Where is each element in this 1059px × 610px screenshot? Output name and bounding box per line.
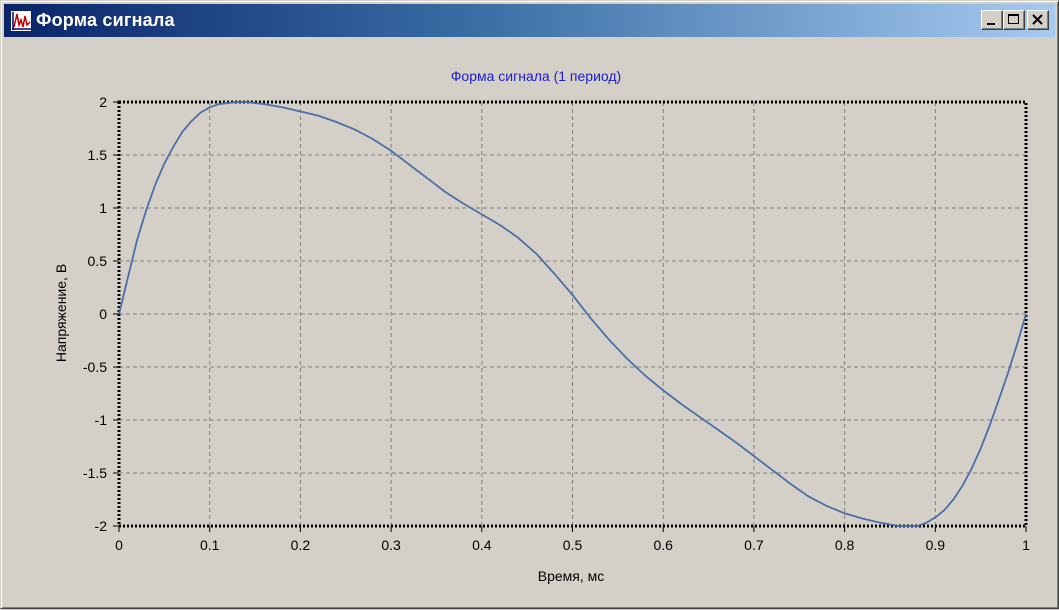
y-tick-label: 2 bbox=[99, 94, 107, 110]
chart-title: Форма сигнала (1 период) bbox=[451, 68, 621, 84]
x-tick-label: 0.3 bbox=[381, 537, 401, 553]
chart-grid bbox=[119, 102, 1026, 526]
x-axis-ticks: 0 0.1 0.2 0.3 0.4 0.5 0.6 0.7 0.8 0.9 1 bbox=[115, 526, 1030, 553]
x-tick-label: 1 bbox=[1022, 537, 1030, 553]
minimize-icon bbox=[987, 23, 995, 25]
y-tick-label: 1.5 bbox=[88, 147, 108, 163]
window-title: Форма сигнала bbox=[36, 10, 175, 30]
x-axis-label: Время, мс bbox=[538, 568, 605, 584]
x-tick-label: 0.1 bbox=[200, 537, 220, 553]
x-tick-label: 0.6 bbox=[653, 537, 673, 553]
x-tick-label: 0.8 bbox=[835, 537, 855, 553]
x-tick-label: 0.7 bbox=[744, 537, 764, 553]
signal-chart: Форма сигнала (1 период) 0 0.1 0.2 0.3 0.4 0.… bbox=[53, 68, 1030, 584]
y-tick-label: -1 bbox=[95, 412, 108, 428]
signal-curve bbox=[118, 101, 1027, 527]
close-icon bbox=[1032, 14, 1043, 25]
y-tick-label: 0 bbox=[99, 306, 107, 322]
y-tick-label: 1 bbox=[99, 200, 107, 216]
maximize-button[interactable] bbox=[1003, 10, 1025, 30]
minimize-button[interactable] bbox=[981, 10, 1003, 30]
y-tick-label: -0.5 bbox=[83, 359, 107, 375]
x-tick-label: 0.9 bbox=[926, 537, 946, 553]
x-tick-label: 0 bbox=[115, 537, 123, 553]
chart-area: Форма сигнала (1 период) 0 0.1 0.2 0.3 0.4 0.… bbox=[4, 39, 1055, 605]
maximize-icon bbox=[1008, 14, 1019, 24]
title-bar[interactable]: Форма сигнала bbox=[4, 4, 1055, 37]
x-tick-label: 0.4 bbox=[472, 537, 492, 553]
x-tick-label: 0.2 bbox=[291, 537, 311, 553]
y-tick-label: -2 bbox=[95, 518, 108, 534]
y-tick-label: -1.5 bbox=[83, 465, 107, 481]
window-controls bbox=[981, 10, 1049, 30]
close-button[interactable] bbox=[1027, 10, 1049, 30]
y-tick-label: 0.5 bbox=[88, 253, 108, 269]
y-axis-label: Напряжение, В bbox=[53, 264, 69, 362]
waveform-app-icon bbox=[10, 9, 32, 32]
y-axis-ticks: 2 1.5 1 0.5 0 -0.5 -1 -1.5 -2 bbox=[83, 94, 119, 534]
x-tick-label: 0.5 bbox=[563, 537, 583, 553]
